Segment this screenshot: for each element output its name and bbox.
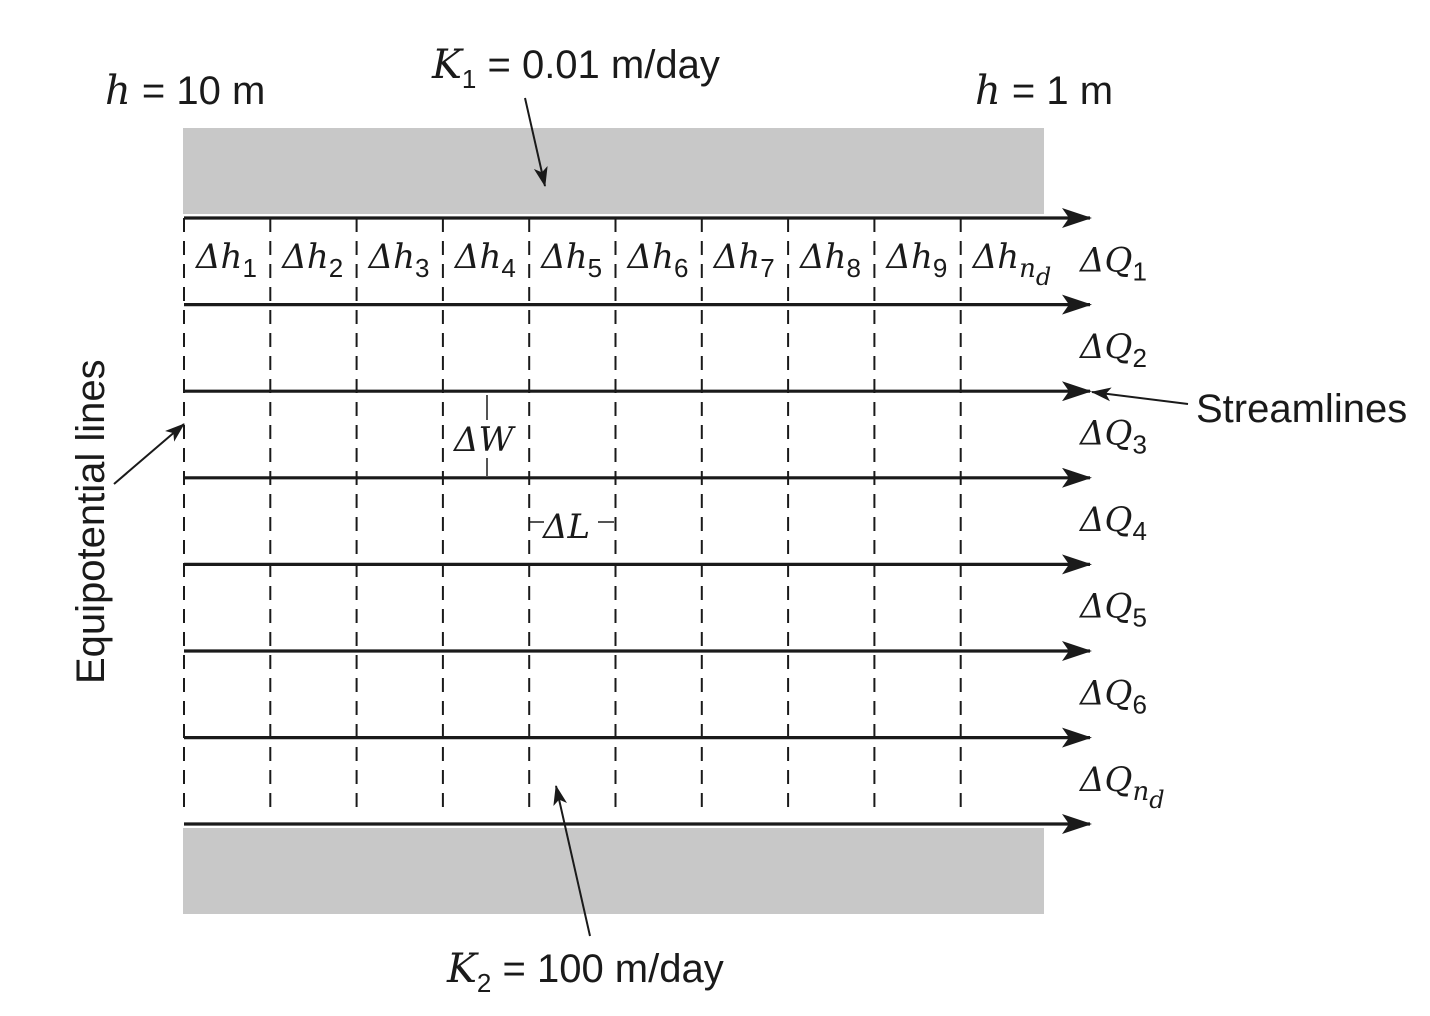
top-low-permeability-layer xyxy=(183,128,1044,214)
equipotential-pointer-arrow xyxy=(113,423,185,485)
h-right-label: h = 1 m xyxy=(975,68,1113,114)
flow-increment-label: ΔQ6 xyxy=(1078,673,1147,719)
k1-label: K1 = 0.01 m/day xyxy=(431,42,720,94)
flow-increment-label: ΔQ2 xyxy=(1078,327,1147,373)
head-drop-label: Δh3 xyxy=(367,237,430,283)
head-drop-label: Δh5 xyxy=(539,237,602,283)
head-drop-label: Δh9 xyxy=(884,237,947,283)
k2-pointer-arrow xyxy=(553,785,591,937)
flow-increment-label: ΔQnd xyxy=(1078,760,1165,814)
head-drop-label: Δh8 xyxy=(798,237,861,283)
streamlines-pointer-arrow xyxy=(1091,387,1189,405)
head-drop-label: Δh2 xyxy=(280,237,343,283)
head-drop-label: Δh1 xyxy=(194,237,257,283)
flow-increment-label: ΔQ3 xyxy=(1078,414,1147,460)
flow-increment-label: ΔQ1 xyxy=(1078,240,1147,286)
bottom-low-permeability-layer xyxy=(183,828,1044,914)
head-drop-label: Δh4 xyxy=(453,237,516,283)
delta-l-label: ΔL xyxy=(541,507,590,547)
head-drop-label: Δh7 xyxy=(712,237,775,283)
k1-pointer-arrow xyxy=(524,97,548,187)
flow-labels-group: ΔQ1 ΔQ2 ΔQ3 ΔQ4 ΔQ5 ΔQ6 ΔQnd xyxy=(1078,240,1165,814)
equipotential-lines-label: Equipotential lines xyxy=(69,359,113,684)
streamlines-label: Streamlines xyxy=(1196,387,1407,431)
flow-increment-label: ΔQ4 xyxy=(1078,500,1147,546)
flow-increment-label: ΔQ5 xyxy=(1078,587,1147,633)
head-drop-label: Δh6 xyxy=(626,237,689,283)
head-drop-label: Δhnd xyxy=(971,237,1052,291)
h-left-label: h = 10 m xyxy=(105,68,265,114)
equipotential-lines-group xyxy=(183,218,962,808)
k2-label: K2 = 100 m/day xyxy=(446,946,724,998)
head-drop-labels-group: Δh1 Δh2 Δh3 Δh4 Δh5 Δh6 Δh7 Δh8 Δh9 Δhnd xyxy=(194,237,1051,291)
streamlines-group xyxy=(184,208,1092,834)
delta-w-label: ΔW xyxy=(452,420,517,460)
